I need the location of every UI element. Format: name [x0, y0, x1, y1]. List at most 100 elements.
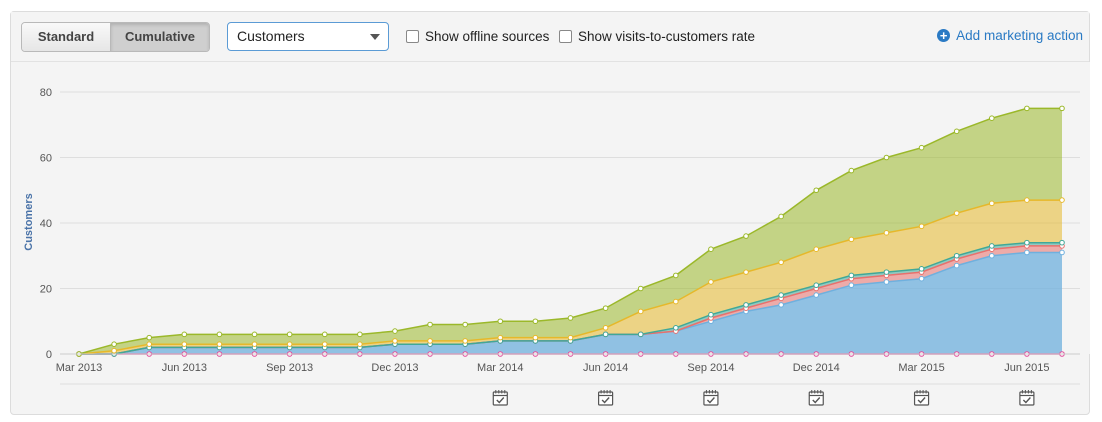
- add-marketing-action-link[interactable]: + Add marketing action: [937, 28, 1083, 43]
- data-point: [286, 331, 293, 338]
- calendar-check-icon: [808, 391, 824, 406]
- calendar-check-icon: [703, 391, 719, 406]
- data-point: [1024, 197, 1030, 203]
- calendar-check-icon: [913, 391, 930, 406]
- data-point: [708, 311, 714, 318]
- data-point: [286, 341, 293, 347]
- calendar-check-icon: [598, 391, 614, 406]
- calendar-check-icon: [917, 397, 926, 404]
- data-point: [743, 233, 749, 239]
- show-rate-checkbox[interactable]: Show visits-to-customers rate: [559, 29, 755, 44]
- data-point: [778, 302, 784, 308]
- show-rate-label: Show visits-to-customers rate: [578, 29, 756, 44]
- data-point: [637, 285, 644, 292]
- data-point: [392, 338, 398, 344]
- data-point: [848, 282, 855, 289]
- checkbox-box[interactable]: [559, 30, 572, 43]
- data-point: [953, 262, 960, 269]
- data-point: [883, 279, 890, 285]
- data-point: [708, 246, 714, 252]
- data-point: [462, 321, 468, 328]
- data-point: [743, 302, 749, 308]
- data-point: [602, 325, 609, 331]
- data-point: [778, 292, 784, 298]
- data-point: [251, 341, 258, 347]
- add-marketing-action-label: Add marketing action: [956, 28, 1083, 43]
- data-point: [532, 334, 539, 341]
- data-point: [883, 230, 890, 236]
- data-point: [427, 338, 433, 344]
- series-area: [79, 252, 1062, 354]
- data-point: [953, 128, 960, 135]
- data-point: [1059, 239, 1065, 246]
- data-point: [953, 252, 960, 259]
- data-point: [1024, 239, 1030, 246]
- calendar-check-icon: [496, 397, 505, 404]
- data-point: [883, 269, 890, 275]
- x-tick-label: Sep 2013: [266, 362, 313, 374]
- checkbox-box[interactable]: [406, 30, 419, 43]
- data-point: [532, 318, 539, 325]
- data-point: [813, 282, 820, 289]
- data-point: [988, 115, 995, 121]
- data-point: [988, 252, 995, 259]
- data-point: [1059, 105, 1065, 112]
- plus-circle-icon: +: [937, 29, 951, 42]
- toolbar: Standard Cumulative Customers Show offli…: [11, 12, 1089, 62]
- data-point: [146, 341, 153, 347]
- data-point: [673, 298, 679, 305]
- data-point: [848, 236, 855, 243]
- show-offline-sources-checkbox[interactable]: Show offline sources: [406, 29, 549, 44]
- cumulative-button[interactable]: Cumulative: [111, 23, 209, 51]
- calendar-check-icon: [812, 397, 821, 404]
- data-point: [778, 213, 784, 220]
- data-point: [883, 154, 890, 161]
- series-area: [79, 108, 1062, 355]
- data-point: [602, 331, 609, 338]
- data-point: [427, 321, 433, 328]
- data-point: [918, 266, 925, 272]
- data-point: [778, 259, 784, 266]
- data-point: [602, 305, 609, 311]
- data-point: [497, 334, 504, 341]
- data-point: [111, 341, 117, 347]
- calendar-check-icon: [1019, 391, 1035, 406]
- calendar-check-icon: [706, 397, 715, 404]
- data-point: [146, 334, 153, 341]
- data-point: [462, 338, 468, 344]
- data-point: [953, 210, 960, 216]
- data-point: [216, 331, 223, 338]
- x-tick-label: Jun 2015: [1004, 362, 1049, 374]
- data-point: [988, 243, 995, 249]
- data-point: [637, 331, 644, 338]
- x-tick-label: Mar 2014: [477, 362, 523, 374]
- data-point: [918, 275, 925, 282]
- data-point: [357, 331, 363, 338]
- data-point: [251, 331, 258, 338]
- y-tick-label: 40: [40, 218, 52, 230]
- data-point: [181, 341, 188, 347]
- data-point: [708, 279, 714, 285]
- data-point: [1059, 249, 1065, 256]
- calendar-check-icon: [601, 397, 610, 404]
- data-point: [357, 341, 363, 347]
- x-tick-label: Sep 2014: [687, 362, 734, 374]
- y-axis-label: Customers: [23, 193, 35, 250]
- data-point: [216, 341, 223, 347]
- y-tick-label: 80: [40, 87, 52, 99]
- standard-button[interactable]: Standard: [22, 23, 111, 51]
- data-point: [392, 328, 398, 334]
- data-point: [813, 246, 820, 252]
- x-tick-label: Dec 2013: [371, 362, 418, 374]
- data-point: [1059, 197, 1065, 203]
- data-point: [848, 167, 855, 174]
- data-point: [637, 308, 644, 315]
- data-point: [848, 272, 855, 279]
- data-point: [321, 341, 328, 347]
- metric-select-value: Customers: [237, 28, 305, 44]
- data-point: [988, 200, 995, 207]
- metric-select[interactable]: Customers: [227, 22, 389, 51]
- data-point: [1024, 249, 1030, 256]
- chevron-down-icon: [370, 34, 380, 40]
- data-point: [813, 187, 820, 194]
